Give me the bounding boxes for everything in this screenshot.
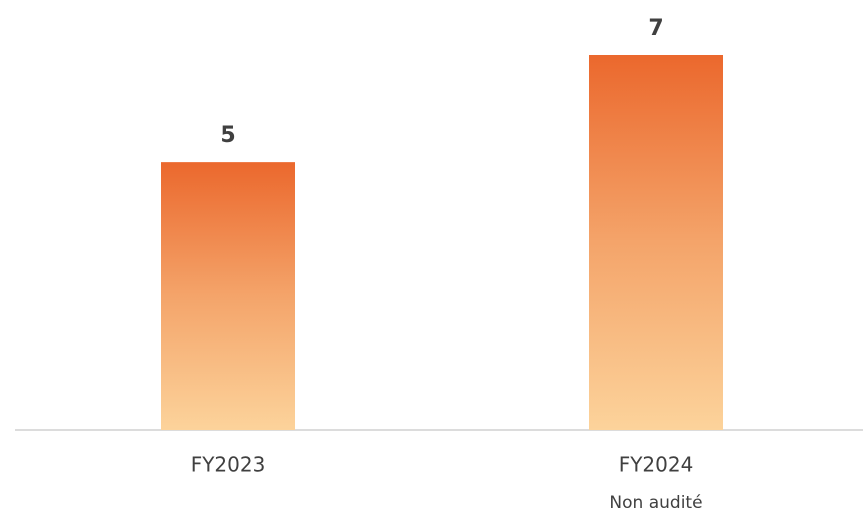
x-tick-label: FY2024 (619, 453, 694, 477)
value-label: 5 (220, 123, 235, 148)
bar (589, 55, 723, 430)
value-label: 7 (648, 16, 663, 41)
x-tick-label: FY2023 (191, 453, 266, 477)
category-note: Non audité (609, 493, 702, 513)
bar (161, 162, 295, 430)
